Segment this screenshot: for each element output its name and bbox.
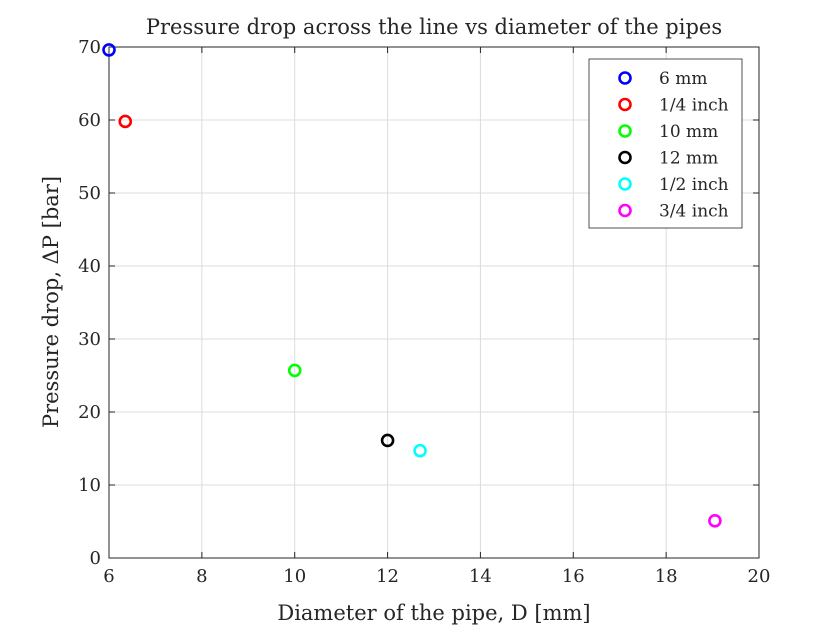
y-tick-label: 30 xyxy=(78,329,101,350)
y-tick-label: 50 xyxy=(78,183,101,204)
legend-entry-label: 6 mm xyxy=(659,69,707,89)
x-tick-label: 16 xyxy=(562,566,585,587)
legend-entry-label: 1/2 inch xyxy=(659,175,729,195)
data-point xyxy=(287,363,302,378)
x-axis-label: Diameter of the pipe, D [mm] xyxy=(277,601,590,625)
data-point xyxy=(102,43,116,57)
legend-marker xyxy=(618,150,632,165)
legend: 6 mm 1/4 inch 10 mm 12 mm 1/2 inch 3/4 inch xyxy=(588,58,743,229)
y-tick-label: 0 xyxy=(90,548,101,569)
data-point xyxy=(118,114,133,129)
legend-marker xyxy=(618,97,632,112)
legend-marker xyxy=(618,177,632,191)
data-points xyxy=(102,43,722,528)
legend-entry-label: 12 mm xyxy=(659,149,718,169)
legend-entry-label: 3/4 inch xyxy=(659,202,729,222)
plot-frame xyxy=(108,46,760,559)
x-tick-label: 10 xyxy=(283,566,306,587)
legend-entry-label: 10 mm xyxy=(659,122,718,142)
data-point xyxy=(380,433,395,448)
x-tick-label: 14 xyxy=(469,566,492,587)
legend-marker xyxy=(618,124,632,138)
legend-marker xyxy=(618,203,632,218)
y-tick-label: 40 xyxy=(78,256,101,277)
y-tick-label: 70 xyxy=(78,37,101,58)
chart-title: Pressure drop across the line vs diamete… xyxy=(146,15,722,39)
axis-ticks: 6 8 10 12 14 16 18 20 0 10 20 30 40 50 60 70 xyxy=(78,37,770,587)
x-tick-label: 20 xyxy=(748,566,771,587)
y-tick-label: 10 xyxy=(78,475,101,496)
y-axis-label: Pressure drop, ΔP [bar] xyxy=(39,176,63,428)
x-tick-label: 6 xyxy=(103,566,114,587)
x-tick-label: 12 xyxy=(376,566,399,587)
legend-entry-label: 1/4 inch xyxy=(659,96,729,116)
x-tick-label: 8 xyxy=(196,566,207,587)
y-tick-label: 60 xyxy=(78,110,101,131)
legend-box xyxy=(588,58,743,229)
legend-marker xyxy=(618,71,632,85)
x-tick-label: 18 xyxy=(655,566,678,587)
data-point xyxy=(413,443,427,458)
y-tick-label: 20 xyxy=(78,402,101,423)
data-point xyxy=(708,513,722,528)
